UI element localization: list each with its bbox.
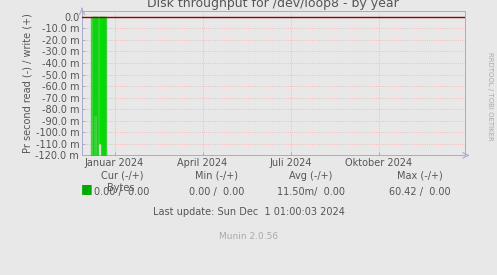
Text: Cur (-/+): Cur (-/+): [100, 171, 143, 181]
Text: 0.00 /  0.00: 0.00 / 0.00: [94, 188, 150, 197]
Text: Avg (-/+): Avg (-/+): [289, 171, 332, 181]
Text: Last update: Sun Dec  1 01:00:03 2024: Last update: Sun Dec 1 01:00:03 2024: [153, 207, 344, 217]
Text: RRDTOOL / TOBI OETIKER: RRDTOOL / TOBI OETIKER: [487, 52, 493, 141]
Title: Disk throughput for /dev/loop8 - by year: Disk throughput for /dev/loop8 - by year: [148, 0, 399, 10]
Text: Munin 2.0.56: Munin 2.0.56: [219, 232, 278, 241]
Text: 11.50m/  0.00: 11.50m/ 0.00: [277, 188, 344, 197]
Text: Min (-/+): Min (-/+): [195, 171, 238, 181]
Text: Max (-/+): Max (-/+): [397, 171, 443, 181]
Text: Bytes: Bytes: [107, 183, 134, 193]
Text: 0.00 /  0.00: 0.00 / 0.00: [188, 188, 244, 197]
Text: 60.42 /  0.00: 60.42 / 0.00: [389, 188, 451, 197]
Y-axis label: Pr second read (-) / write (+): Pr second read (-) / write (+): [23, 13, 33, 153]
Text: ■: ■: [81, 182, 93, 195]
